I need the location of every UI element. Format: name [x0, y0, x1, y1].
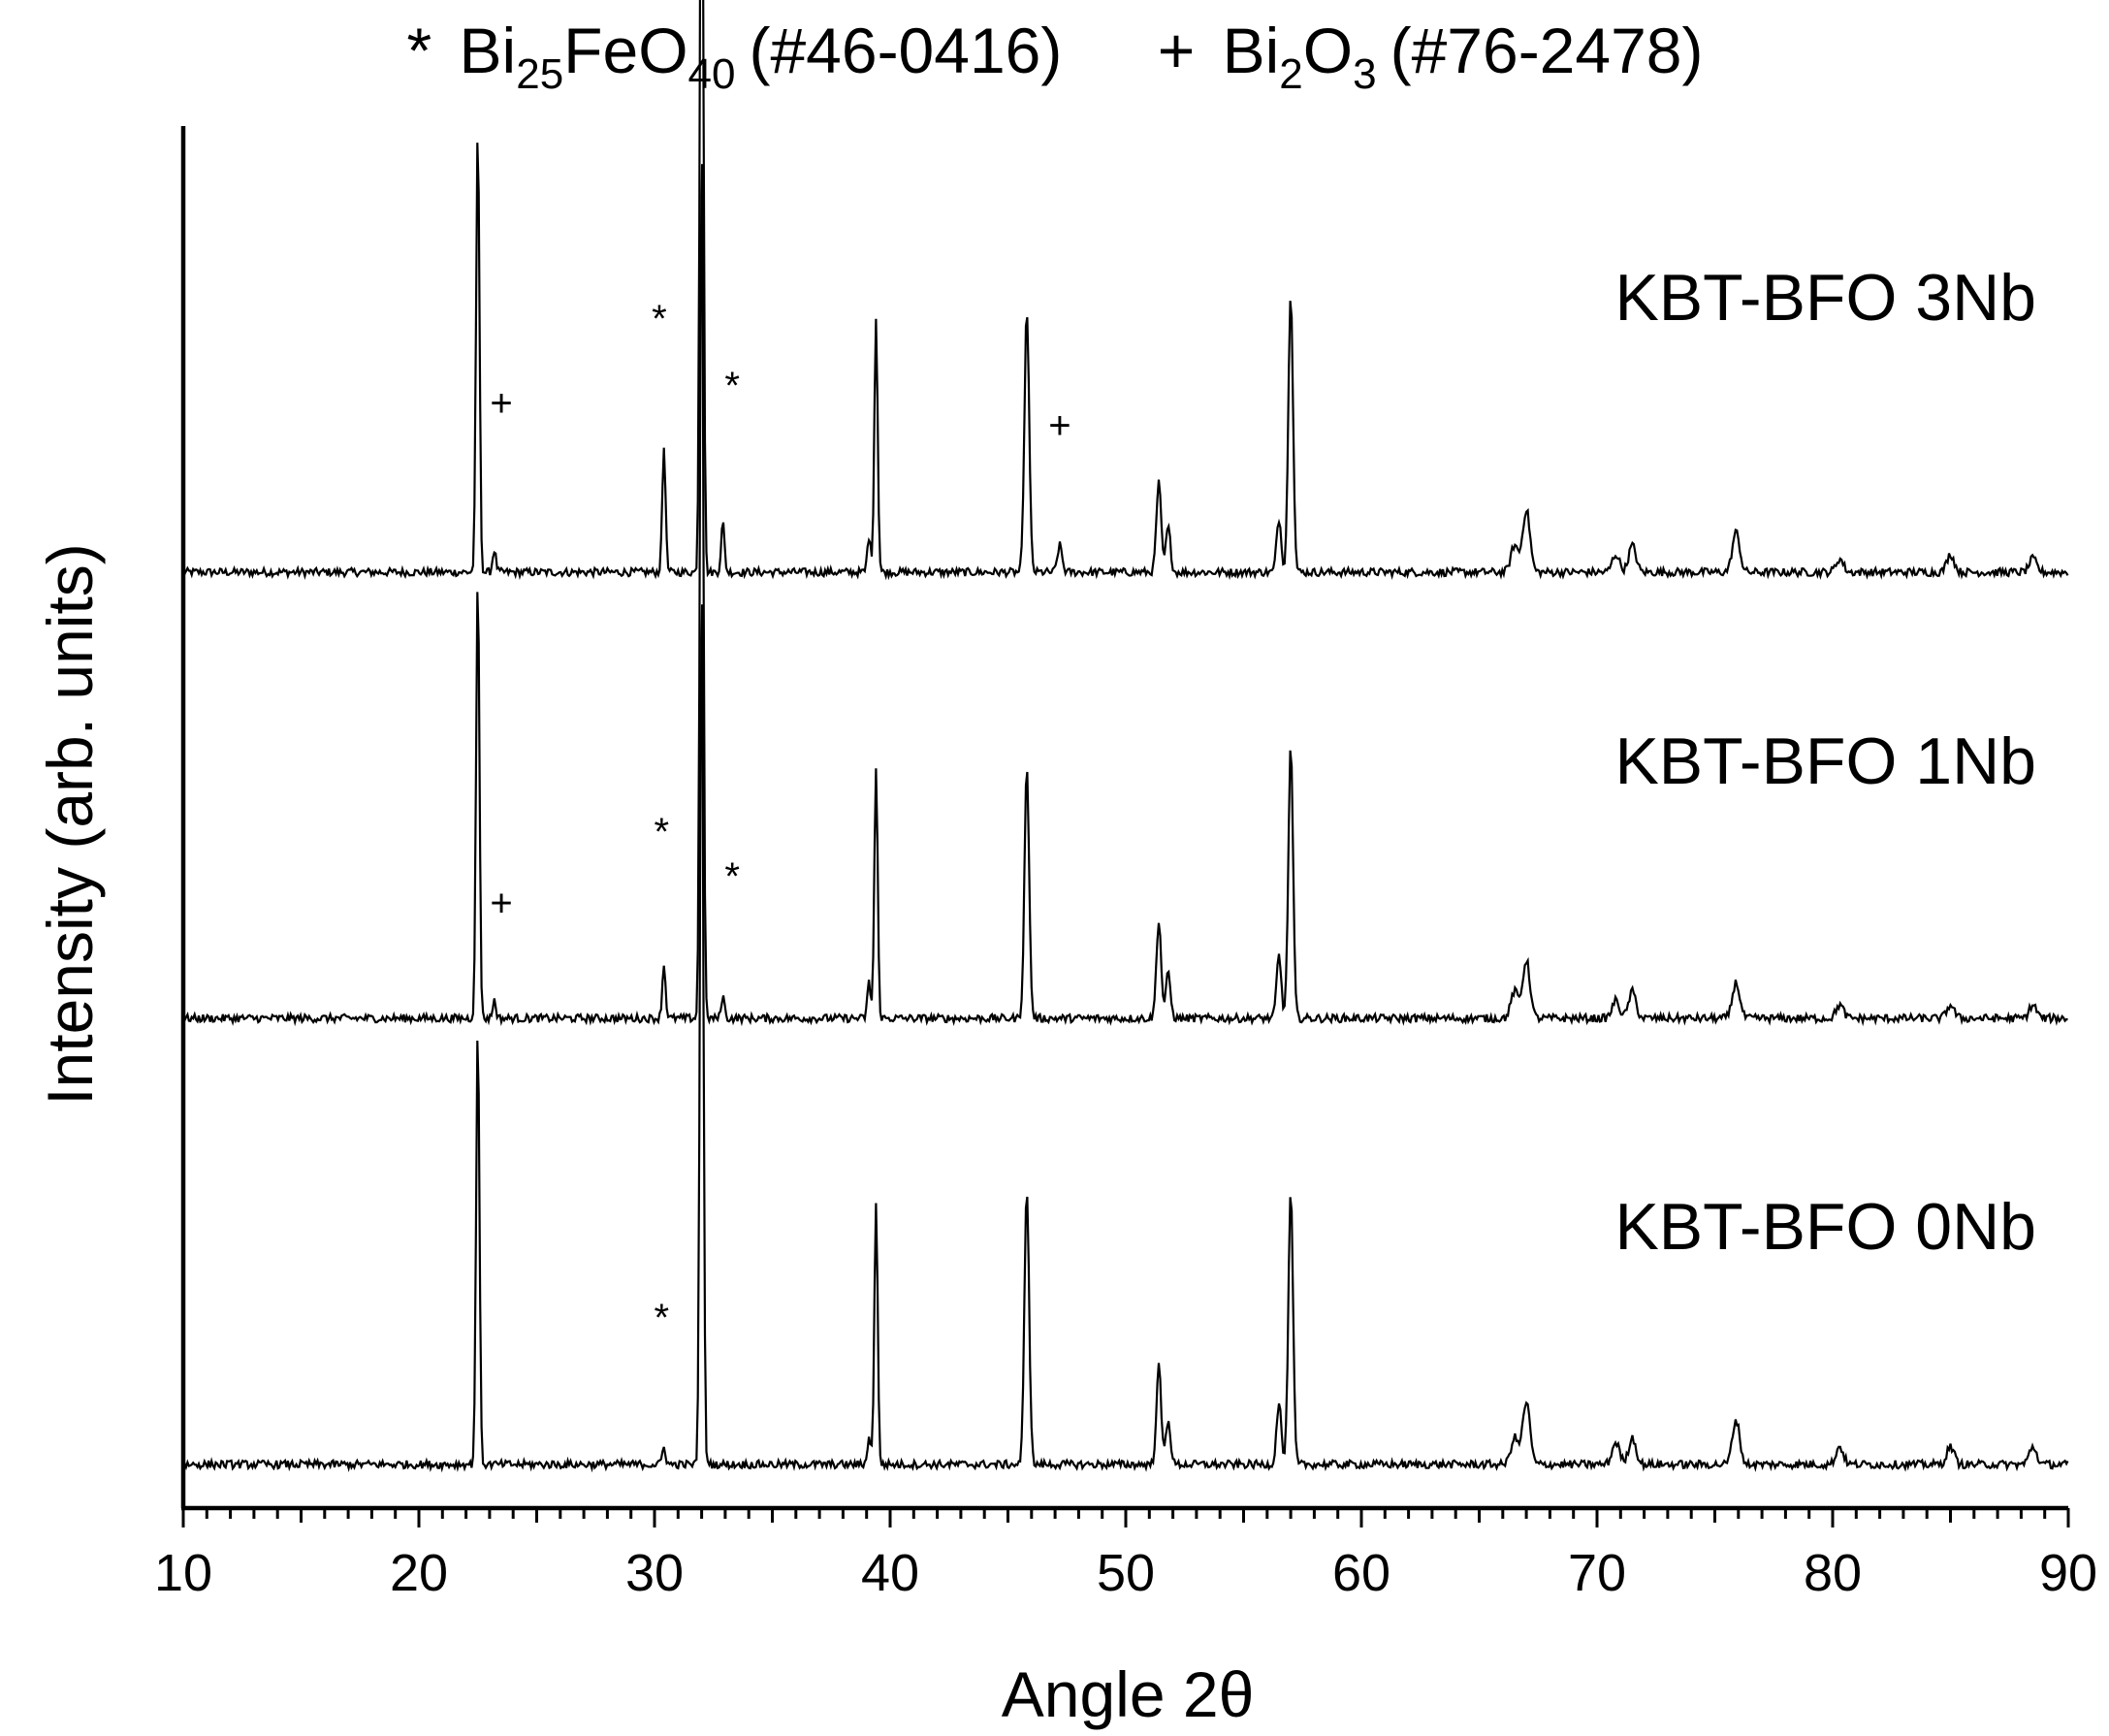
- phase-markers: + * * + + * * *: [490, 298, 1070, 1339]
- legend-entry-bi25feo40-sub2: 40: [688, 50, 736, 98]
- x-tick-label: 70: [1568, 1544, 1626, 1602]
- x-tick-label: 90: [2039, 1544, 2097, 1602]
- phase-marker: +: [490, 382, 512, 425]
- x-tick-label: 40: [861, 1544, 919, 1602]
- x-tick-label: 80: [1804, 1544, 1862, 1602]
- legend-entry-bi25feo40-mid: FeO: [563, 15, 687, 86]
- phase-marker: *: [652, 298, 667, 340]
- series-traces: [182, 0, 2069, 1473]
- x-tick-label: 10: [154, 1544, 212, 1602]
- x-axis-ticks: [181, 1508, 2070, 1527]
- series-labels: KBT-BFO 3Nb KBT-BFO 1Nb KBT-BFO 0Nb: [1614, 261, 2036, 1264]
- trace-kbt-bfo-1nb: [182, 164, 2068, 1027]
- phase-marker: *: [724, 365, 740, 407]
- trace-kbt-bfo-3nb: [182, 0, 2069, 581]
- phase-marker: +: [490, 882, 512, 924]
- legend-entry-bi2o3-ref: (#76-2478): [1390, 15, 1704, 86]
- trace-kbt-bfo-0nb: [182, 604, 2069, 1473]
- legend-entry-bi2o3-mid: O: [1303, 15, 1353, 86]
- legend-entry-bi25feo40-name: Bi: [460, 15, 517, 86]
- phase-marker: *: [724, 855, 740, 898]
- series-label: KBT-BFO 1Nb: [1614, 724, 2036, 798]
- chart-legend: * Bi25FeO40 (#46-0416) + Bi2O3 (#76-2478): [407, 15, 1704, 98]
- series-label: KBT-BFO 3Nb: [1614, 261, 2036, 335]
- legend-entry-bi25feo40-sub1: 25: [516, 50, 563, 98]
- x-tick-label: 30: [625, 1544, 684, 1602]
- x-axis-tick-labels: 10 20 30 40 50 60 70 80 90: [154, 1544, 2097, 1602]
- legend-entry-bi25feo40-symbol: *: [407, 15, 432, 86]
- phase-marker: *: [655, 811, 670, 853]
- x-tick-label: 60: [1332, 1544, 1390, 1602]
- legend-entry-bi2o3-symbol: +: [1158, 15, 1196, 86]
- legend-entry-bi25feo40-ref: (#46-0416): [749, 15, 1062, 86]
- y-axis-title: Intensity (arb. units): [34, 543, 106, 1106]
- x-tick-label: 20: [390, 1544, 448, 1602]
- legend-entry-bi2o3-name: Bi: [1223, 15, 1280, 86]
- phase-marker: +: [1048, 404, 1070, 447]
- legend-entry-bi2o3-sub2: 3: [1353, 50, 1376, 98]
- x-tick-label: 50: [1097, 1544, 1155, 1602]
- phase-marker: *: [655, 1297, 670, 1339]
- x-axis-title: Angle 2θ: [1002, 1658, 1255, 1730]
- legend-entry-bi2o3-sub1: 2: [1279, 50, 1302, 98]
- series-label: KBT-BFO 0Nb: [1614, 1190, 2036, 1264]
